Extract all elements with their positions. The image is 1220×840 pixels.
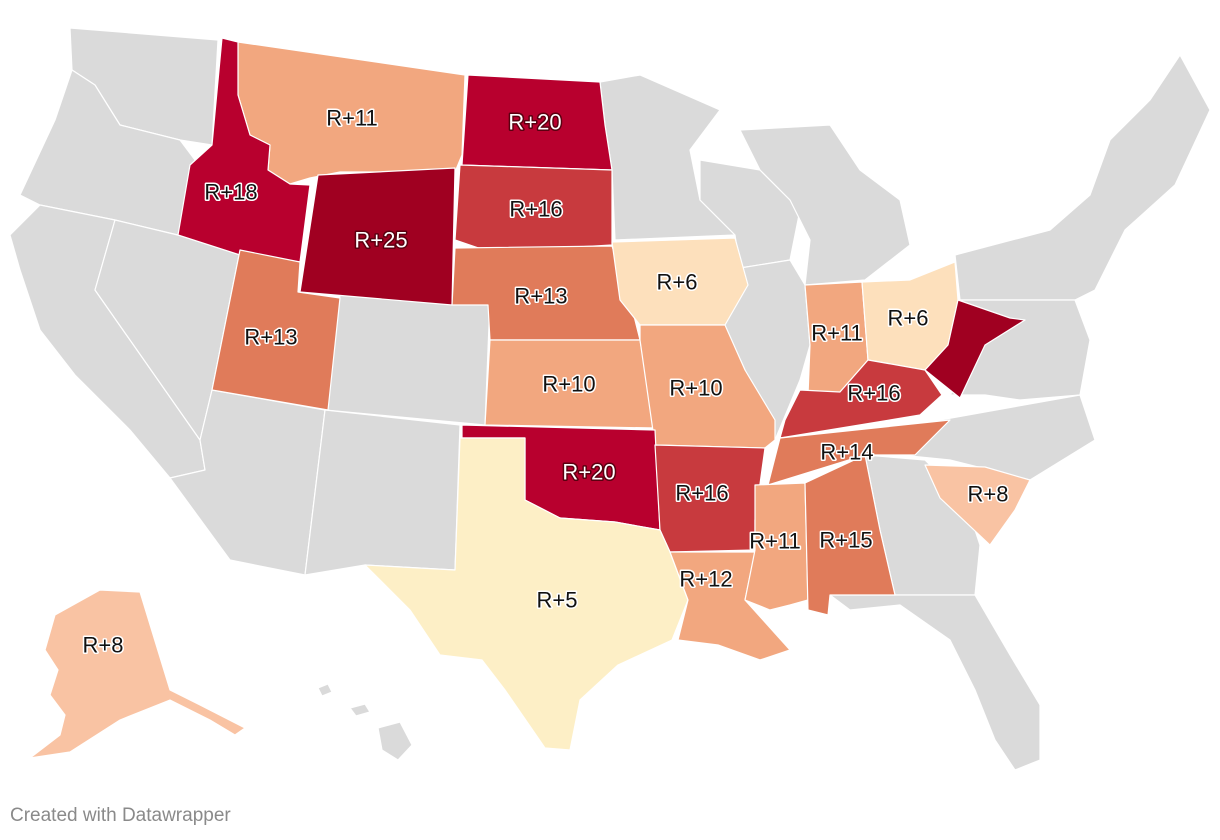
state-label-texas: R+5 xyxy=(537,588,578,613)
state-label-north-dakota: R+20 xyxy=(508,110,561,135)
base-layer xyxy=(9,27,1211,771)
map-canvas: R+11 R+20 R+18 R+25 R+16 R+13 R+13 R+6 R+10 R+10 R… xyxy=(9,27,1211,771)
state-texas xyxy=(364,437,689,751)
state-idaho xyxy=(177,37,311,263)
us-map: R+11 R+20 R+18 R+25 R+16 R+13 R+13 R+6 R+10 R+10 R… xyxy=(9,27,1211,771)
state-hawaii-3 xyxy=(377,721,413,761)
state-colorado xyxy=(324,294,491,426)
state-label-indiana: R+11 xyxy=(811,321,863,346)
state-alaska xyxy=(29,589,246,759)
credit-text: Created with Datawrapper xyxy=(10,805,231,826)
state-hawaii-2 xyxy=(349,703,371,717)
state-label-idaho: R+18 xyxy=(204,180,257,205)
state-label-kentucky: R+16 xyxy=(847,381,900,406)
state-label-arkansas: R+16 xyxy=(675,481,728,506)
state-label-louisiana: R+12 xyxy=(679,567,732,592)
state-label-alaska: R+8 xyxy=(83,633,124,658)
state-michigan xyxy=(739,124,911,286)
state-west-virginia xyxy=(924,299,1026,399)
state-north-dakota xyxy=(461,74,613,171)
state-label-montana: R+11 xyxy=(326,106,378,131)
state-hawaii-1 xyxy=(317,683,333,697)
state-label-oklahoma: R+20 xyxy=(562,460,615,485)
state-missouri xyxy=(639,324,776,449)
state-label-south-carolina: R+8 xyxy=(968,482,1009,507)
state-label-tennessee: R+14 xyxy=(820,440,873,465)
state-utah xyxy=(211,249,341,411)
state-label-utah: R+13 xyxy=(244,325,297,350)
state-tennessee xyxy=(767,419,951,486)
state-northeast xyxy=(954,54,1211,301)
state-label-ohio: R+6 xyxy=(888,306,929,331)
state-label-wyoming: R+25 xyxy=(354,228,407,253)
label-layer: R+11 R+20 R+18 R+25 R+16 R+13 R+13 R+6 R+10 R+10 R… xyxy=(81,104,1010,659)
state-alabama xyxy=(804,454,896,616)
state-label-mississippi: R+11 xyxy=(749,529,801,554)
state-label-missouri: R+10 xyxy=(669,376,722,401)
state-label-nebraska: R+13 xyxy=(514,284,567,309)
state-new-mexico xyxy=(304,409,461,576)
state-label-alabama: R+15 xyxy=(819,528,872,553)
state-label-south-dakota: R+16 xyxy=(509,197,562,222)
state-florida xyxy=(829,594,1041,771)
state-kentucky xyxy=(779,359,943,439)
state-south-carolina xyxy=(924,464,1031,546)
highlight-layer xyxy=(29,37,1031,759)
state-label-iowa: R+6 xyxy=(657,270,698,295)
state-label-kansas: R+10 xyxy=(542,372,595,397)
